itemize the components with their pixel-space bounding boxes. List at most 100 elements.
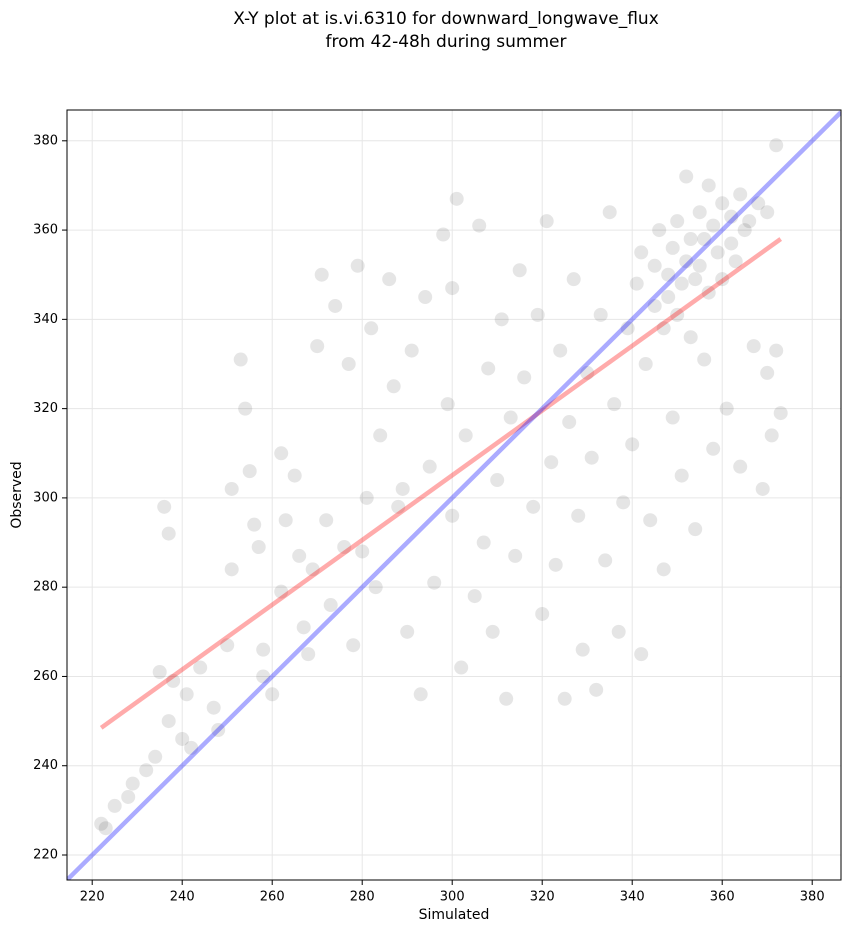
point (224, 481, 239, 496)
point (323, 598, 338, 613)
point (508, 548, 523, 563)
point (310, 339, 325, 354)
point (706, 218, 721, 233)
x-tick-label: 280 (350, 890, 375, 905)
x-tick-label: 360 (710, 890, 735, 905)
chart-title: X-Y plot at is.vi.6310 for downward_long… (233, 9, 659, 29)
point (584, 450, 599, 465)
point (472, 218, 487, 233)
point (535, 606, 550, 621)
point (706, 441, 721, 456)
point (746, 339, 761, 354)
y-tick-label: 360 (33, 223, 58, 238)
point (350, 258, 365, 273)
point (193, 660, 208, 675)
point (427, 575, 442, 590)
point (274, 584, 289, 599)
point (211, 723, 226, 738)
point (562, 415, 577, 430)
point (454, 660, 469, 675)
x-tick-label: 380 (800, 890, 825, 905)
point (733, 459, 748, 474)
point (341, 356, 356, 371)
point (458, 428, 473, 443)
x-tick-label: 300 (440, 890, 465, 905)
point (391, 499, 406, 514)
y-tick-label: 300 (33, 490, 58, 505)
point (697, 352, 712, 367)
point (386, 379, 401, 394)
point (602, 205, 617, 220)
point (256, 642, 271, 657)
point (242, 464, 257, 479)
point (440, 397, 455, 412)
point (634, 245, 649, 260)
point (701, 178, 716, 193)
point (121, 789, 136, 804)
point (683, 330, 698, 345)
y-tick-label: 220 (33, 848, 58, 863)
point (251, 540, 266, 555)
point (220, 638, 235, 653)
point (184, 740, 199, 755)
point (494, 312, 509, 327)
x-tick-label: 340 (620, 890, 645, 905)
point (395, 481, 410, 496)
x-tick-label: 220 (80, 890, 105, 905)
point (760, 365, 775, 380)
point (665, 410, 680, 425)
point (688, 522, 703, 537)
plot-area (67, 110, 841, 880)
point (373, 428, 388, 443)
point (449, 191, 464, 206)
point (247, 517, 262, 532)
point (742, 214, 757, 229)
point (620, 321, 635, 336)
point (404, 343, 419, 358)
fit-line (67, 110, 841, 880)
point (274, 446, 289, 461)
point (539, 214, 554, 229)
point (665, 240, 680, 255)
point (152, 664, 167, 679)
y-tick-label: 380 (33, 133, 58, 148)
point (724, 236, 739, 251)
point (125, 776, 140, 791)
point (751, 196, 766, 211)
point (359, 490, 374, 505)
point (701, 285, 716, 300)
point (769, 343, 784, 358)
point (94, 816, 109, 831)
point (647, 298, 662, 313)
point (166, 673, 181, 688)
y-axis-label: Observed (9, 461, 25, 528)
point (661, 267, 676, 282)
x-tick-label: 240 (170, 890, 195, 905)
point (715, 196, 730, 211)
point (629, 276, 644, 291)
point (413, 687, 428, 702)
point (512, 263, 527, 278)
point (256, 669, 271, 684)
point (107, 798, 122, 813)
point (760, 205, 775, 220)
point (557, 691, 572, 706)
point (692, 258, 707, 273)
point (611, 624, 626, 639)
point (400, 624, 415, 639)
point (679, 169, 694, 184)
point (679, 254, 694, 269)
point (148, 749, 163, 764)
point (278, 513, 293, 528)
point (445, 508, 460, 523)
point (139, 763, 154, 778)
x-axis-label: Simulated (419, 907, 490, 923)
point (445, 281, 460, 296)
point (728, 254, 743, 269)
point (265, 687, 280, 702)
point (607, 397, 622, 412)
point (418, 290, 433, 305)
x-tick-label: 320 (530, 890, 555, 905)
point (206, 700, 221, 715)
point (683, 232, 698, 247)
